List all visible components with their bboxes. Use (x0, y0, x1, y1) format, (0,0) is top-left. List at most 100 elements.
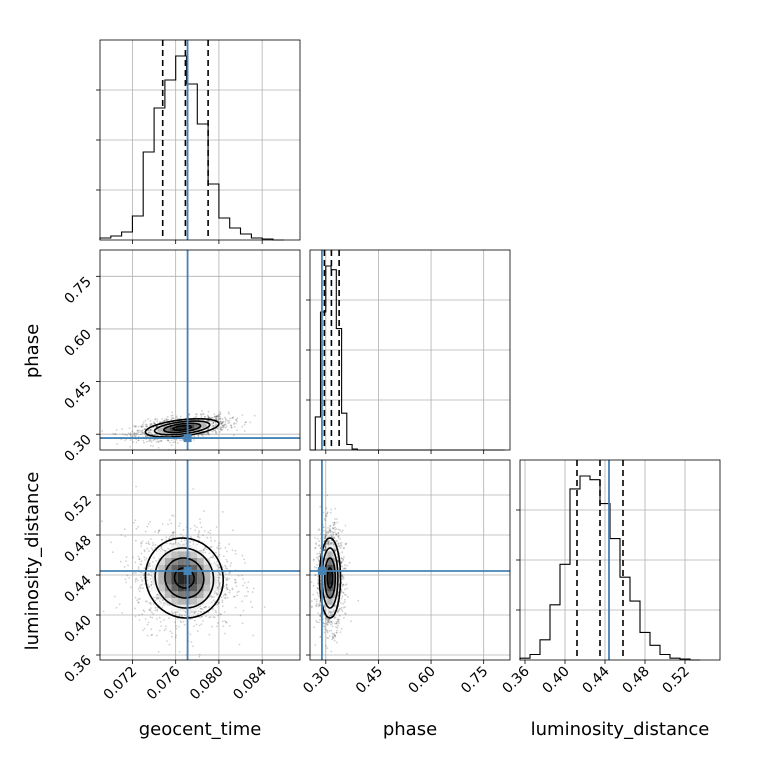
sample-point (195, 623, 198, 626)
sample-point (329, 525, 332, 527)
sample-point (330, 621, 333, 623)
sample-point (179, 620, 182, 623)
sample-point (171, 537, 174, 539)
sample-point (335, 622, 338, 625)
sample-point (339, 608, 341, 610)
sample-point (198, 536, 201, 539)
sample-point (144, 428, 146, 431)
sample-point (316, 621, 319, 624)
sample-point (319, 550, 321, 553)
sample-point (330, 612, 333, 615)
sample-point (225, 578, 227, 580)
sample-point (217, 601, 219, 604)
sample-point (168, 537, 171, 540)
sample-point (218, 566, 221, 569)
sample-point (210, 601, 213, 604)
sample-point (158, 629, 161, 632)
sample-point (171, 417, 173, 420)
sample-point (164, 419, 166, 421)
density-cell (169, 426, 177, 428)
sample-point (223, 416, 226, 419)
sample-point (331, 625, 334, 628)
sample-point (178, 625, 180, 628)
sample-point (135, 425, 137, 428)
sample-point (193, 625, 195, 628)
sample-point (154, 543, 157, 546)
density-cell (322, 598, 325, 605)
sample-point (165, 419, 168, 421)
sample-point (329, 527, 331, 530)
sample-point (224, 546, 227, 549)
sample-point (151, 611, 153, 614)
sample-point (336, 620, 339, 623)
sample-point (212, 607, 215, 610)
sample-point (350, 620, 352, 622)
sample-point (201, 412, 204, 415)
sample-point (315, 620, 318, 622)
sample-point (342, 577, 345, 580)
panel-frame-1-0 (99, 249, 301, 451)
sample-point (149, 419, 152, 422)
sample-point (213, 540, 216, 542)
sample-point (190, 641, 193, 643)
sample-point (207, 433, 210, 435)
sample-point (226, 578, 229, 581)
sample-point (252, 587, 255, 590)
sample-point (150, 424, 152, 427)
sample-point (148, 438, 151, 441)
sample-point (149, 423, 152, 425)
sample-point (216, 427, 219, 430)
sample-point (150, 583, 153, 586)
sample-point (222, 555, 225, 558)
density-cell (335, 551, 338, 558)
sample-point (154, 418, 157, 421)
sample-point (325, 622, 328, 625)
sample-point (329, 530, 332, 532)
sample-point (149, 431, 152, 434)
sample-point (323, 549, 326, 552)
sample-point (152, 613, 155, 615)
sample-point (340, 544, 343, 546)
density-cell (158, 564, 165, 572)
sample-point (233, 595, 235, 598)
sample-point (178, 615, 181, 617)
sample-point (203, 416, 206, 418)
sample-point (332, 543, 335, 545)
density-cell (190, 564, 198, 572)
sample-point (202, 534, 204, 537)
sample-point (196, 630, 199, 632)
sample-point (199, 413, 202, 415)
sample-point (149, 423, 152, 426)
sample-point (188, 413, 191, 416)
sample-point (189, 540, 192, 543)
density-cell (197, 578, 204, 585)
density-cell (335, 564, 338, 572)
sample-point (207, 432, 209, 434)
sample-point (335, 539, 338, 542)
density-cell (190, 604, 198, 612)
sample-point (333, 521, 336, 524)
sample-point (202, 435, 204, 437)
sample-point (171, 635, 173, 638)
sample-point (232, 423, 235, 425)
sample-point (173, 611, 175, 614)
sample-point (128, 427, 131, 430)
sample-point (181, 439, 183, 441)
sample-point (200, 607, 203, 610)
density-cell (203, 584, 211, 592)
sample-point (226, 586, 228, 589)
density-cell (163, 427, 170, 430)
xlabel-geocent-time: geocent_time (139, 719, 262, 740)
sample-point (343, 556, 345, 558)
sample-point (192, 439, 195, 441)
sample-point (326, 624, 329, 626)
density-cell (171, 604, 178, 612)
sample-point (334, 549, 337, 551)
sample-point (176, 416, 178, 419)
sample-point (149, 562, 151, 565)
sample-point (334, 526, 337, 529)
density-cell (200, 424, 207, 427)
sample-point (323, 536, 326, 539)
sample-point (336, 540, 339, 543)
sample-point (223, 611, 226, 613)
